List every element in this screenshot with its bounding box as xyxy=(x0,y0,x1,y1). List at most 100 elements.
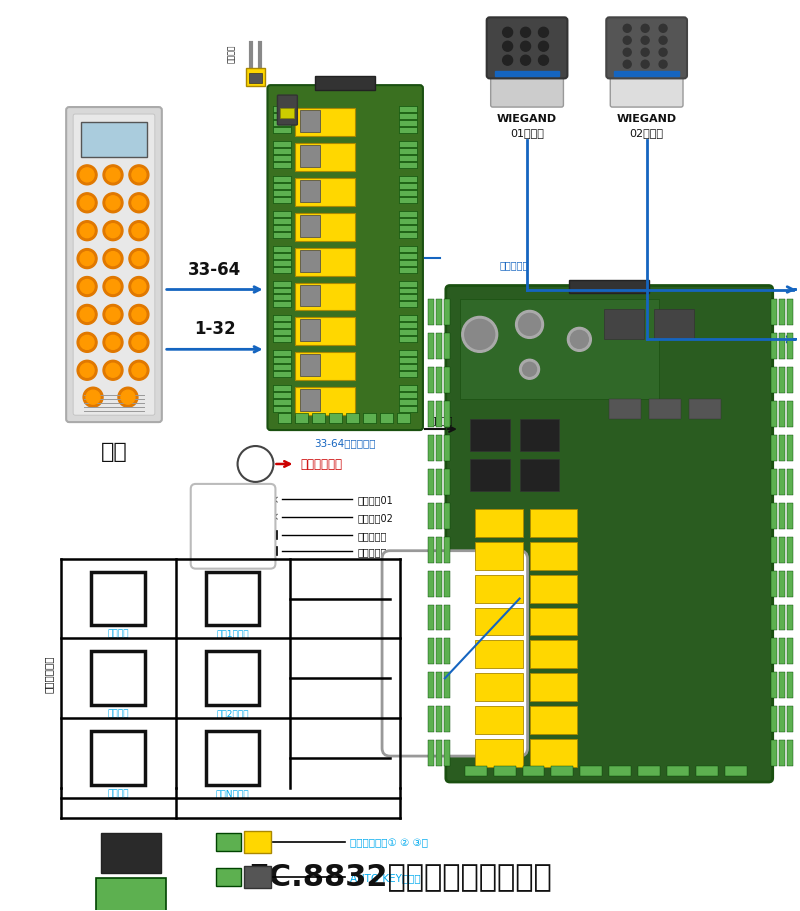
Text: 楼梂2继电器: 楼梂2继电器 xyxy=(216,709,249,718)
Bar xyxy=(778,741,785,766)
Text: 楼层按键: 楼层按键 xyxy=(107,709,129,718)
Text: 9: 9 xyxy=(219,511,246,548)
Bar xyxy=(295,249,355,276)
Bar xyxy=(295,318,355,346)
Bar xyxy=(786,469,793,496)
Bar xyxy=(274,337,291,343)
Bar xyxy=(778,639,785,665)
Text: 按键灯线01: 按键灯线01 xyxy=(357,495,393,505)
Circle shape xyxy=(132,169,146,182)
Circle shape xyxy=(83,388,103,408)
Bar xyxy=(494,72,559,77)
Circle shape xyxy=(641,61,649,69)
FancyBboxPatch shape xyxy=(91,651,145,705)
Bar xyxy=(428,672,434,699)
Bar xyxy=(295,109,355,137)
Bar xyxy=(778,605,785,630)
Bar xyxy=(399,211,417,218)
Bar xyxy=(399,253,417,260)
Bar xyxy=(530,509,578,537)
Circle shape xyxy=(80,281,94,294)
Circle shape xyxy=(659,26,667,34)
Bar xyxy=(778,503,785,529)
FancyBboxPatch shape xyxy=(490,66,563,107)
Bar xyxy=(274,225,291,231)
Text: 33-64: 33-64 xyxy=(188,261,242,278)
Bar xyxy=(428,469,434,496)
Circle shape xyxy=(659,37,667,46)
Bar xyxy=(274,393,291,399)
Bar xyxy=(474,608,522,636)
Circle shape xyxy=(129,333,149,353)
Bar xyxy=(397,414,410,424)
Text: 按键灯线02: 按键灯线02 xyxy=(357,512,393,522)
Circle shape xyxy=(77,194,97,213)
FancyBboxPatch shape xyxy=(382,551,527,756)
Bar xyxy=(295,414,308,424)
Circle shape xyxy=(538,28,549,38)
Bar xyxy=(274,267,291,273)
Circle shape xyxy=(502,56,513,67)
Bar xyxy=(428,368,434,394)
Text: 火警联动: 火警联动 xyxy=(430,415,454,425)
Circle shape xyxy=(77,333,97,353)
Bar xyxy=(399,406,417,413)
Bar xyxy=(444,639,450,665)
Bar xyxy=(530,740,578,767)
Bar xyxy=(274,232,291,239)
FancyBboxPatch shape xyxy=(206,732,259,785)
Circle shape xyxy=(659,61,667,69)
Text: WIEGAND: WIEGAND xyxy=(617,114,677,124)
Bar xyxy=(274,323,291,329)
Circle shape xyxy=(129,361,149,381)
Circle shape xyxy=(77,361,97,381)
Bar xyxy=(274,107,291,113)
Text: 接键信号线: 接键信号线 xyxy=(357,530,386,540)
Bar xyxy=(399,281,417,287)
Circle shape xyxy=(641,49,649,57)
Text: 01读卡器: 01读卡器 xyxy=(510,128,544,138)
Bar xyxy=(519,420,559,452)
Text: 楼层键公共线: 楼层键公共线 xyxy=(43,655,54,692)
Circle shape xyxy=(132,281,146,294)
Bar xyxy=(399,267,417,273)
Circle shape xyxy=(106,281,120,294)
Bar xyxy=(436,435,442,462)
Bar xyxy=(243,865,271,887)
Circle shape xyxy=(521,28,530,38)
Circle shape xyxy=(129,221,149,241)
Bar xyxy=(363,414,376,424)
Bar xyxy=(770,706,777,732)
Bar xyxy=(778,672,785,699)
Bar xyxy=(494,766,515,776)
Bar xyxy=(770,334,777,360)
Bar xyxy=(444,469,450,496)
Circle shape xyxy=(623,37,631,46)
Bar xyxy=(274,400,291,405)
Bar xyxy=(519,459,559,491)
Circle shape xyxy=(80,363,94,378)
Text: 02读卡器: 02读卡器 xyxy=(630,128,664,138)
Bar xyxy=(530,673,578,701)
Bar xyxy=(778,706,785,732)
Bar xyxy=(399,114,417,120)
Bar xyxy=(786,571,793,597)
Bar xyxy=(580,766,602,776)
Circle shape xyxy=(129,250,149,270)
Circle shape xyxy=(103,166,123,186)
Bar xyxy=(428,605,434,630)
Bar xyxy=(300,111,320,133)
Text: 电梯主板: 电梯主板 xyxy=(422,640,488,668)
Bar xyxy=(444,435,450,462)
Text: 楼层继电器（① ② ③）: 楼层继电器（① ② ③） xyxy=(350,837,428,847)
Circle shape xyxy=(515,311,543,339)
Bar xyxy=(770,469,777,496)
Bar xyxy=(725,766,746,776)
Bar xyxy=(399,128,417,134)
Bar xyxy=(786,537,793,563)
Bar xyxy=(274,156,291,162)
Circle shape xyxy=(77,221,97,241)
Circle shape xyxy=(103,194,123,213)
Bar xyxy=(399,246,417,252)
Bar xyxy=(770,605,777,630)
